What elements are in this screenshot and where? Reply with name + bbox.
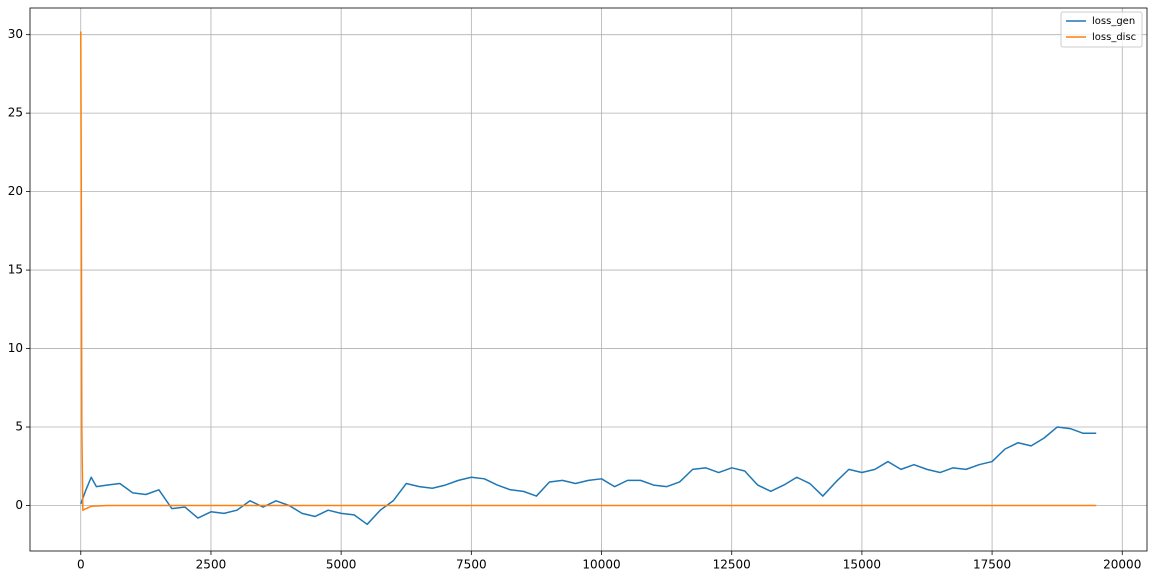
y-tick-label: 0 xyxy=(15,498,23,512)
plot-frame xyxy=(29,7,1148,552)
x-tick-label: 5000 xyxy=(326,558,357,572)
legend-label: loss_disc xyxy=(1092,32,1136,43)
y-tick-label: 25 xyxy=(8,106,23,120)
x-tick-label: 0 xyxy=(77,558,85,572)
x-tick-label: 15000 xyxy=(843,558,881,572)
y-tick-label: 20 xyxy=(8,184,23,198)
y-tick-label: 15 xyxy=(8,263,23,277)
legend-label: loss_gen xyxy=(1092,16,1135,27)
legend: loss_gen loss_disc xyxy=(1060,11,1143,48)
x-tick-label: 12500 xyxy=(713,558,751,572)
x-tick-label: 20000 xyxy=(1103,558,1141,572)
series-line xyxy=(80,426,1097,526)
x-tick-label: 10000 xyxy=(582,558,620,572)
plot-area xyxy=(30,8,1147,551)
y-tick-label: 5 xyxy=(15,420,23,434)
x-tick-label: 7500 xyxy=(456,558,487,572)
x-tick-label: 17500 xyxy=(973,558,1011,572)
series-line xyxy=(80,31,1097,511)
x-tick-label: 2500 xyxy=(196,558,227,572)
y-tick-label: 10 xyxy=(8,341,23,355)
y-tick-label: 30 xyxy=(8,27,23,41)
